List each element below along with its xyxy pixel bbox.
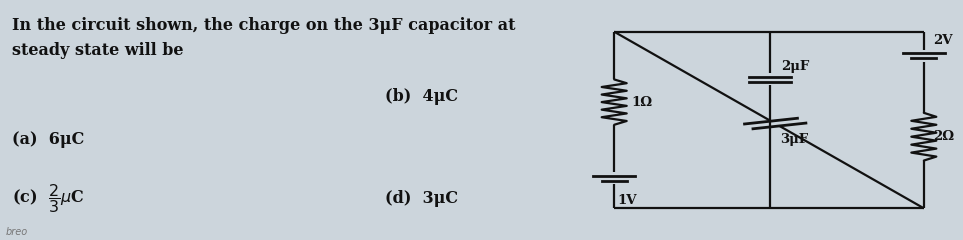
Text: 1Ω: 1Ω <box>632 96 653 109</box>
Text: (a)  6μC: (a) 6μC <box>13 131 85 148</box>
Text: (c)  $\dfrac{2}{3}\mu$C: (c) $\dfrac{2}{3}\mu$C <box>13 182 85 215</box>
Text: 2μF: 2μF <box>782 60 810 73</box>
Text: breo: breo <box>6 227 28 237</box>
Text: 1V: 1V <box>617 194 637 207</box>
Text: In the circuit shown, the charge on the 3μF capacitor at
steady state will be: In the circuit shown, the charge on the … <box>13 17 516 59</box>
Text: (d)  3μC: (d) 3μC <box>385 190 458 207</box>
Text: 2V: 2V <box>933 34 953 47</box>
Text: (b)  4μC: (b) 4μC <box>385 88 458 105</box>
Text: 2Ω: 2Ω <box>933 130 954 143</box>
Text: 3μF: 3μF <box>780 132 808 145</box>
